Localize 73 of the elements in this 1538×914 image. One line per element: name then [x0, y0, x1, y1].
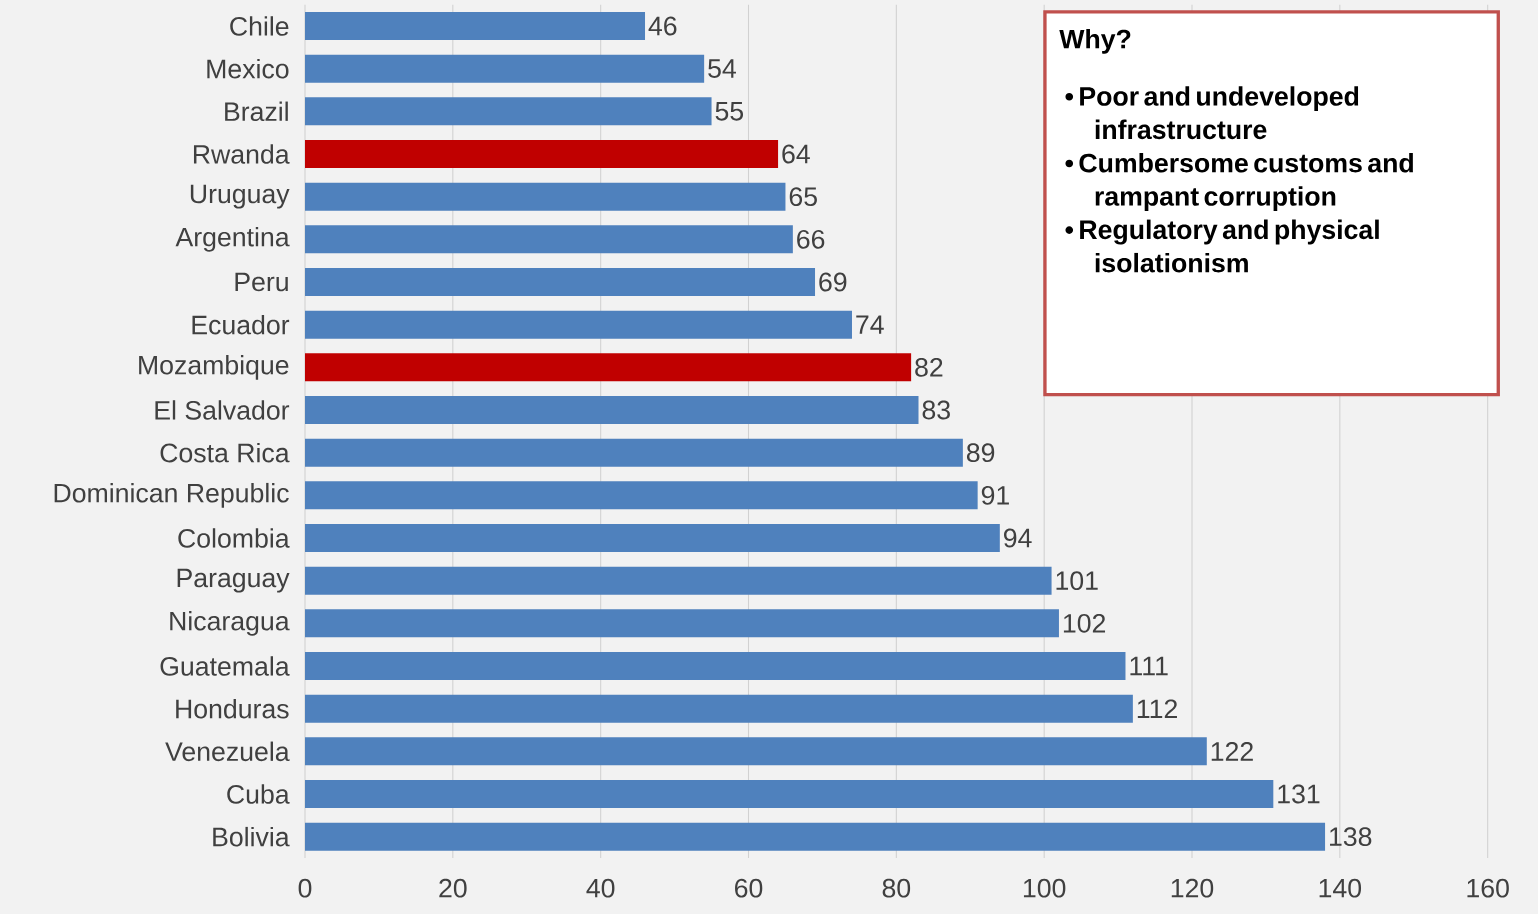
bar	[305, 652, 1126, 681]
bar	[305, 225, 793, 254]
bar	[305, 694, 1133, 723]
y-tick-label: Paraguay	[177, 568, 290, 593]
bar	[305, 566, 1052, 595]
y-tick-label: Brazil	[225, 101, 288, 122]
y-tick-label: Chile	[230, 16, 289, 36]
data-label: 131	[1278, 784, 1320, 804]
y-tick-label: Honduras	[176, 698, 289, 719]
data-label: 102	[1063, 613, 1106, 633]
bar	[305, 182, 786, 211]
y-tick-label: Venezuela	[165, 741, 290, 762]
data-label: 91	[981, 485, 1009, 505]
data-label: 55	[715, 102, 744, 121]
y-tick-label: Colombia	[178, 528, 290, 548]
bar	[305, 310, 852, 339]
y-tick-label: Costa Rica	[160, 442, 290, 463]
bar	[305, 268, 816, 297]
data-label: 54	[708, 59, 736, 78]
bar	[305, 97, 712, 126]
data-label: 111	[1130, 656, 1168, 676]
annotation: • Poor and undeveloped infrastructure	[1065, 86, 1359, 140]
data-label: 69	[819, 272, 847, 292]
y-tick-label: Argentina	[175, 226, 290, 252]
y-tick-label: Peru	[235, 272, 288, 292]
data-label: 138	[1330, 827, 1372, 847]
y-tick-label: Guatemala	[160, 656, 290, 676]
bar	[305, 12, 646, 40]
x-tick-label: 160	[1467, 878, 1509, 898]
y-tick-label: Rwanda	[193, 144, 290, 164]
data-label: 65	[789, 187, 817, 207]
data-label: 82	[915, 357, 943, 377]
annotation: Why?	[1059, 28, 1131, 54]
bar	[305, 481, 978, 510]
bar	[305, 54, 705, 83]
data-label: 83	[922, 400, 950, 420]
bar	[305, 396, 919, 425]
data-label: 64	[782, 144, 810, 164]
x-tick-label: 40	[586, 878, 615, 898]
data-label: 94	[1004, 528, 1032, 548]
x-tick-label: 120	[1171, 878, 1214, 898]
data-label: 112	[1137, 699, 1177, 718]
x-tick-label: 20	[439, 878, 467, 898]
data-label: 89	[966, 443, 995, 463]
data-label: 66	[797, 229, 825, 249]
x-tick-label: 60	[735, 878, 763, 898]
y-tick-label: El Salvador	[155, 400, 290, 420]
y-tick-label: Dominican Republic	[54, 482, 289, 508]
bar	[305, 780, 1274, 809]
y-tick-label: Uruguay	[190, 184, 290, 209]
x-tick-label: 100	[1023, 878, 1066, 898]
bar	[305, 822, 1326, 851]
y-tick-label: Bolivia	[213, 826, 290, 847]
data-label: 101	[1056, 571, 1098, 591]
bar	[305, 438, 963, 467]
bar	[305, 609, 1059, 638]
bar	[305, 524, 1000, 553]
bar	[305, 737, 1207, 766]
bar	[305, 353, 912, 382]
y-tick-label: Cuba	[227, 784, 290, 804]
data-label: 122	[1211, 742, 1253, 761]
annotation: • Cumbersome customs and rampant corruption	[1065, 152, 1413, 212]
annotation: • Regulatory and physical isolationism	[1065, 219, 1379, 273]
y-tick-label: Mozambique	[139, 354, 289, 380]
x-tick-label: 0	[298, 878, 312, 898]
x-tick-label: 80	[882, 878, 911, 898]
y-tick-label: Ecuador	[192, 314, 290, 335]
x-tick-label: 140	[1319, 878, 1362, 898]
bar	[305, 140, 779, 168]
y-tick-label: Mexico	[207, 58, 289, 79]
y-tick-label: Nicaragua	[170, 610, 290, 636]
data-label: 74	[856, 315, 884, 334]
data-label: 46	[648, 16, 677, 36]
